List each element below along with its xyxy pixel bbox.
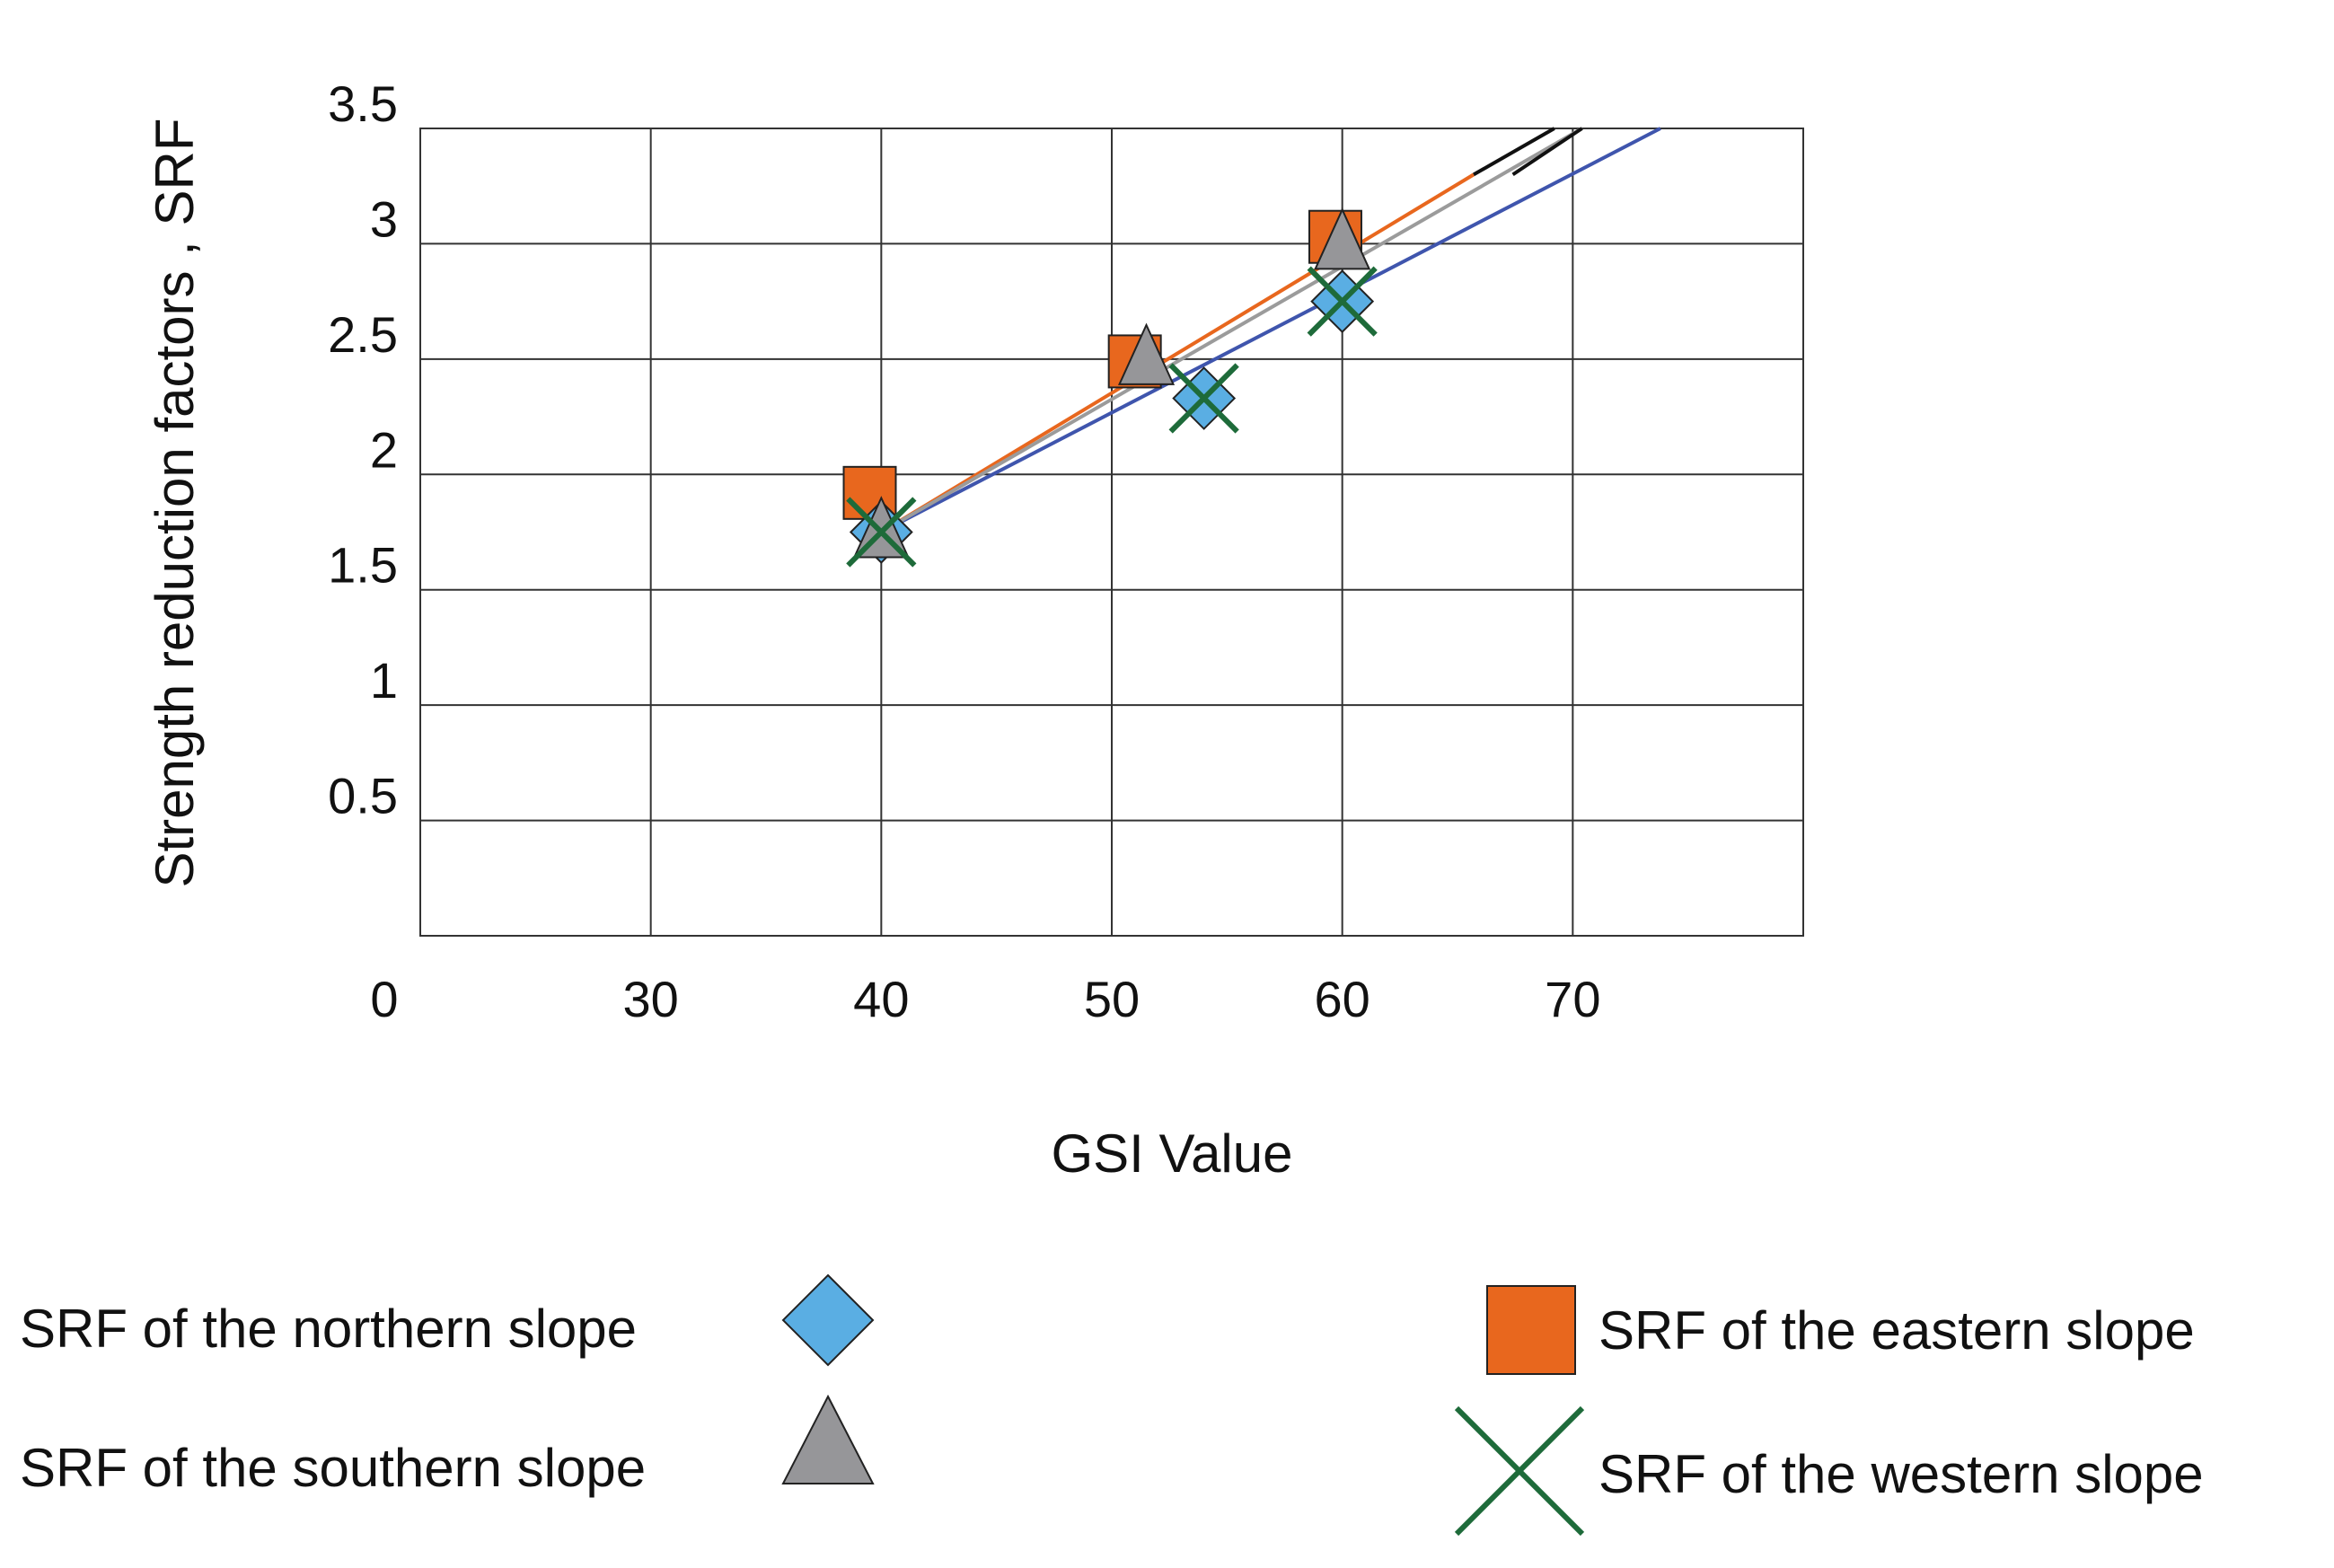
legend-marker-triangle [781, 1394, 875, 1484]
x-tick-label: 30 [623, 971, 679, 1027]
data-point-western [1168, 363, 1239, 434]
y-tick-labels: 0.5 1 1.5 2 2.5 3 3.5 [328, 75, 398, 824]
trend-line [880, 172, 1475, 534]
y-tick-label: 1 [370, 652, 398, 709]
legend-label-eastern: SRF of the eastern slope [1599, 1300, 2195, 1361]
y-tick-label: 3 [370, 190, 398, 247]
chart-grid [419, 128, 1804, 937]
y-tick-label: 2 [370, 421, 398, 478]
data-points [842, 207, 1378, 568]
legend-label-western: SRF of the western slope [1599, 1444, 2204, 1504]
legend-item-eastern: SRF of the eastern slope [1486, 1285, 2195, 1375]
x-axis-title: GSI Value [1051, 1123, 1292, 1184]
legend-label-southern: SRF of the southern slope [20, 1438, 646, 1498]
legend-marker-diamond [781, 1273, 875, 1367]
x-tick-label: 40 [853, 971, 909, 1027]
x-tick-label: 0 [370, 971, 398, 1027]
chart-legend: SRF of the northern slope SRF of the sou… [20, 1273, 2204, 1537]
data-point-western [846, 497, 917, 568]
legend-item-southern: SRF of the southern slope [20, 1394, 875, 1498]
data-point-western [1307, 266, 1378, 337]
trend-line-tail [1511, 127, 1583, 177]
y-tick-label: 0.5 [328, 768, 398, 824]
trend-lines [880, 127, 1661, 534]
y-tick-label: 1.5 [328, 537, 398, 594]
y-tick-label: 3.5 [328, 75, 398, 132]
y-tick-label: 2.5 [328, 306, 398, 363]
legend-item-western: SRF of the western slope [1454, 1405, 2204, 1537]
trend-line [880, 127, 1661, 534]
x-tick-label: 60 [1315, 971, 1370, 1027]
trend-line-tail [1472, 127, 1555, 177]
trend-line [880, 127, 1583, 534]
x-tick-label: 50 [1084, 971, 1140, 1027]
x-tick-label: 70 [1545, 971, 1600, 1027]
data-point-southern [1314, 207, 1371, 270]
y-axis-title: Strength reduction factors , SRF [145, 118, 205, 887]
legend-marker-square [1486, 1285, 1576, 1375]
legend-item-northern: SRF of the northern slope [20, 1273, 875, 1367]
legend-label-northern: SRF of the northern slope [20, 1299, 637, 1359]
legend-marker-x [1454, 1405, 1585, 1537]
data-point-southern [1117, 322, 1176, 385]
x-tick-labels: 0 30 40 50 60 70 [370, 971, 1600, 1027]
